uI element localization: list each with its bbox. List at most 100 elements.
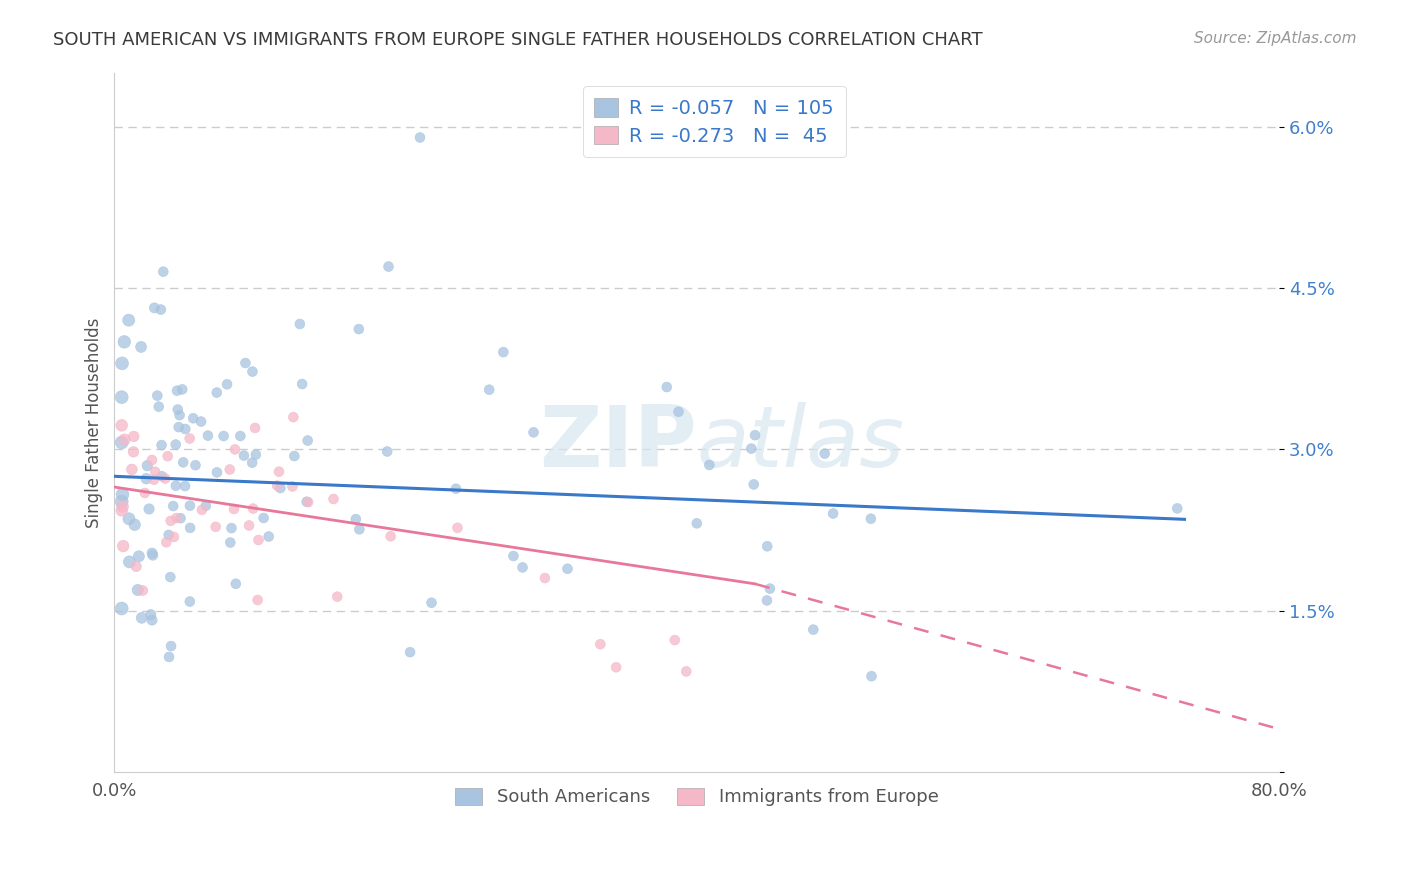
Point bbox=[699, 458, 721, 472]
Point bbox=[242, 365, 264, 379]
Point bbox=[257, 529, 280, 543]
Point bbox=[179, 521, 201, 535]
Point bbox=[148, 400, 170, 414]
Point bbox=[149, 302, 172, 317]
Point bbox=[288, 317, 311, 331]
Point bbox=[204, 520, 226, 534]
Point bbox=[155, 535, 177, 549]
Point bbox=[111, 418, 134, 433]
Point bbox=[860, 669, 883, 683]
Point bbox=[322, 491, 344, 506]
Point bbox=[297, 495, 319, 509]
Point bbox=[174, 479, 197, 493]
Point bbox=[141, 546, 163, 560]
Point bbox=[166, 402, 188, 417]
Point bbox=[420, 596, 443, 610]
Point bbox=[245, 448, 267, 462]
Point bbox=[235, 356, 257, 370]
Point bbox=[138, 502, 160, 516]
Point bbox=[111, 487, 134, 501]
Point bbox=[229, 429, 252, 443]
Point bbox=[159, 514, 181, 528]
Point bbox=[165, 511, 187, 525]
Point bbox=[118, 512, 141, 526]
Point bbox=[238, 518, 260, 533]
Point bbox=[205, 385, 228, 400]
Point bbox=[160, 639, 183, 653]
Point bbox=[744, 428, 766, 442]
Point bbox=[142, 548, 165, 562]
Point bbox=[162, 499, 184, 513]
Point bbox=[152, 265, 174, 279]
Point bbox=[269, 481, 291, 495]
Point bbox=[1166, 501, 1188, 516]
Point bbox=[740, 442, 762, 456]
Point bbox=[655, 380, 678, 394]
Point bbox=[197, 428, 219, 442]
Point bbox=[172, 383, 194, 397]
Point bbox=[165, 479, 187, 493]
Point bbox=[179, 594, 201, 608]
Point bbox=[163, 530, 186, 544]
Point bbox=[219, 535, 242, 549]
Point bbox=[399, 645, 422, 659]
Point bbox=[217, 377, 239, 392]
Point bbox=[686, 516, 709, 531]
Point bbox=[675, 665, 697, 679]
Point bbox=[512, 560, 534, 574]
Point bbox=[492, 345, 515, 359]
Point bbox=[143, 465, 166, 479]
Point bbox=[194, 499, 217, 513]
Legend: South Americans, Immigrants from Europe: South Americans, Immigrants from Europe bbox=[446, 779, 948, 815]
Point bbox=[150, 438, 173, 452]
Point bbox=[141, 613, 163, 627]
Point bbox=[252, 511, 274, 525]
Point bbox=[122, 445, 145, 459]
Point bbox=[205, 466, 228, 480]
Point bbox=[169, 408, 191, 422]
Point bbox=[179, 499, 201, 513]
Point bbox=[139, 607, 162, 622]
Point bbox=[159, 570, 181, 584]
Point bbox=[132, 583, 155, 598]
Point bbox=[174, 422, 197, 436]
Point bbox=[118, 313, 141, 327]
Point bbox=[184, 458, 207, 473]
Point bbox=[114, 433, 136, 447]
Point bbox=[377, 260, 399, 274]
Point bbox=[136, 458, 159, 473]
Point bbox=[111, 503, 134, 517]
Y-axis label: Single Father Households: Single Father Households bbox=[86, 318, 103, 528]
Point bbox=[181, 411, 204, 425]
Text: SOUTH AMERICAN VS IMMIGRANTS FROM EUROPE SINGLE FATHER HOUSEHOLDS CORRELATION CH: SOUTH AMERICAN VS IMMIGRANTS FROM EUROPE… bbox=[53, 31, 983, 49]
Point bbox=[179, 432, 201, 446]
Point bbox=[295, 495, 318, 509]
Point bbox=[111, 601, 134, 615]
Point bbox=[169, 511, 191, 525]
Text: ZIP: ZIP bbox=[538, 402, 697, 485]
Point bbox=[801, 623, 824, 637]
Point bbox=[344, 512, 367, 526]
Point bbox=[589, 637, 612, 651]
Point bbox=[131, 611, 153, 625]
Point bbox=[112, 334, 135, 349]
Point bbox=[111, 390, 134, 404]
Point bbox=[157, 649, 180, 664]
Text: Source: ZipAtlas.com: Source: ZipAtlas.com bbox=[1194, 31, 1357, 46]
Point bbox=[283, 449, 305, 463]
Point bbox=[111, 435, 134, 450]
Point bbox=[212, 429, 235, 443]
Point bbox=[759, 582, 782, 596]
Point bbox=[172, 455, 194, 469]
Point bbox=[143, 301, 166, 315]
Point bbox=[291, 377, 314, 392]
Point bbox=[127, 582, 149, 597]
Point bbox=[756, 539, 779, 553]
Point bbox=[156, 449, 179, 463]
Point bbox=[859, 512, 882, 526]
Point bbox=[347, 322, 370, 336]
Point bbox=[522, 425, 544, 440]
Point bbox=[557, 562, 579, 576]
Point bbox=[502, 549, 524, 563]
Point bbox=[246, 593, 269, 607]
